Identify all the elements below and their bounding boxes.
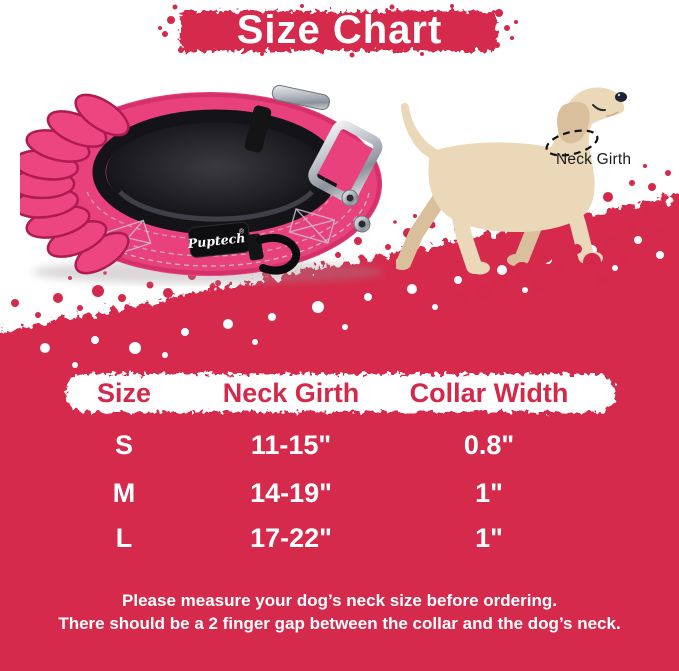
cell-collar-width-s: 0.8" xyxy=(463,430,515,460)
bungee-folds xyxy=(20,93,130,275)
cell-collar-width-l: 1" xyxy=(475,523,503,553)
registered-mark: ® xyxy=(239,227,246,236)
collar-inner-padding xyxy=(106,122,326,222)
neck-girth-dashed-ellipse xyxy=(545,129,599,157)
metal-buckle xyxy=(308,120,383,202)
grommets xyxy=(341,189,371,233)
cell-collar-width-m: 1" xyxy=(475,478,503,508)
cell-neck-girth-s: 11-15" xyxy=(250,430,332,460)
dog-nose xyxy=(615,92,627,102)
collar-product-image: Puptech ® xyxy=(20,84,384,284)
measurement-note-line1: Please measure your dog’s neck size befo… xyxy=(122,591,557,610)
measurement-note-line2: There should be a 2 finger gap between t… xyxy=(58,613,621,633)
cell-size-s: S xyxy=(114,430,133,460)
table-header-collar-width: Collar Width xyxy=(409,378,569,408)
neck-girth-label: Neck Girth xyxy=(556,151,632,168)
box-stitch xyxy=(104,208,336,257)
dog-illustration xyxy=(396,87,627,275)
page-title: Size Chart xyxy=(236,8,443,52)
measurement-note: Please measure your dog’s neck size befo… xyxy=(20,590,659,635)
table-header-size: Size xyxy=(96,378,152,408)
brand-text: Puptech xyxy=(186,230,246,251)
d-ring xyxy=(246,233,301,275)
cell-neck-girth-l: 17-22" xyxy=(250,523,332,553)
cell-size-m: M xyxy=(112,478,136,508)
dog-eye xyxy=(592,104,606,112)
cell-neck-girth-m: 14-19" xyxy=(250,478,332,508)
brand-label: Puptech ® xyxy=(186,221,251,258)
table-header-neck-girth: Neck Girth xyxy=(222,378,360,408)
metal-loop xyxy=(271,84,331,111)
cell-size-l: L xyxy=(115,523,133,553)
collar-keeper xyxy=(244,105,272,153)
dog-body-shapes xyxy=(396,87,627,275)
